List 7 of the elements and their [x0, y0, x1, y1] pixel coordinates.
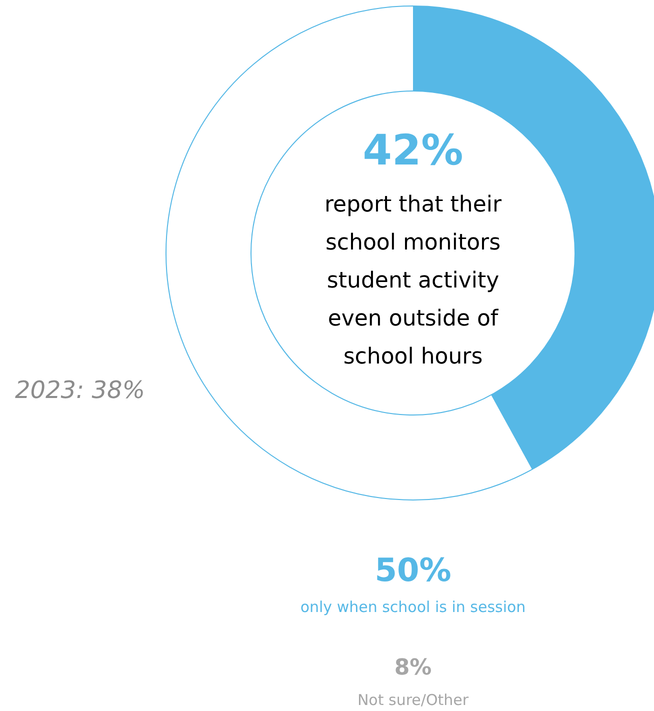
- data-label: 42%: [362, 126, 464, 174]
- text: 50%: [374, 551, 452, 589]
- text: 2023: 38%: [14, 376, 146, 404]
- text: Not sure/Other: [357, 691, 470, 709]
- text: 8%: [394, 656, 432, 680]
- text: only when school is in session: [300, 598, 526, 616]
- slice-label: report that their school monitors student activity even outside of school hours: [324, 192, 503, 370]
